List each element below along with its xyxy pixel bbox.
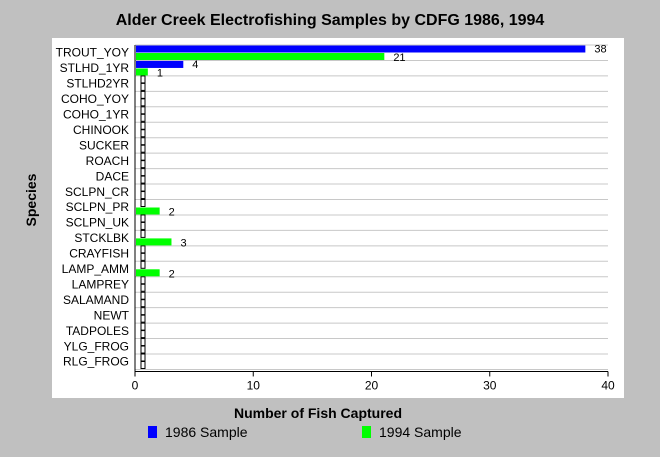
- bar-1994: [136, 238, 172, 246]
- zero-bar-1986: [140, 322, 146, 331]
- category-label: ROACH: [86, 154, 129, 168]
- legend-item-1994: 1994 Sample: [362, 424, 462, 440]
- data-label: 4: [192, 59, 198, 71]
- zero-bar-1986: [140, 214, 146, 223]
- category-label: SCLPN_PR: [66, 200, 130, 214]
- x-tick-label: 40: [601, 378, 615, 392]
- legend-swatch-1986: [148, 426, 157, 438]
- x-tick-label: 20: [365, 378, 379, 392]
- category-label: DACE: [96, 169, 129, 183]
- category-label: CHINOOK: [73, 123, 129, 137]
- zero-bar-1994: [140, 299, 146, 308]
- category-label: SALAMAND: [63, 293, 129, 307]
- data-label: 1: [157, 67, 163, 79]
- category-label: LAMP_AMM: [62, 262, 129, 276]
- zero-bar-1994: [140, 82, 146, 91]
- zero-bar-1986: [140, 183, 146, 192]
- chart-title: Alder Creek Electrofishing Samples by CD…: [115, 12, 545, 29]
- zero-bar-1994: [140, 129, 146, 138]
- x-tick-label: 30: [483, 378, 497, 392]
- category-label: SCLPN_UK: [66, 216, 129, 230]
- data-label: 21: [393, 52, 405, 64]
- bar-1986: [136, 60, 184, 68]
- y-axis-title: Species: [23, 173, 39, 226]
- category-label: CRAYFISH: [69, 247, 129, 261]
- bar-1986: [136, 45, 586, 53]
- zero-bar-1994: [140, 314, 146, 323]
- bar-1994: [136, 269, 160, 277]
- zero-bar-1994: [140, 361, 146, 369]
- legend-label-1986: 1986 Sample: [165, 424, 248, 440]
- zero-bar-1986: [140, 338, 146, 347]
- labels-layer: 0 10 20 30 40TROUT_YOYSTLHD_1YRSTLHD2YRCOHO_…: [56, 44, 615, 393]
- legend-item-1986: 1986 Sample: [148, 424, 248, 440]
- category-label: RLG_FROG: [63, 355, 129, 369]
- zero-bar-1986: [140, 121, 146, 130]
- category-label: NEWT: [94, 308, 130, 322]
- zero-bar-1994: [140, 221, 146, 230]
- zero-bar-1994: [140, 330, 146, 339]
- zero-bar-1986: [140, 229, 146, 238]
- zero-bar-1994: [140, 98, 146, 107]
- zero-bar-1986: [140, 152, 146, 161]
- category-label: TADPOLES: [66, 324, 129, 338]
- data-label: 2: [169, 207, 175, 219]
- zero-bar-1986: [140, 307, 146, 316]
- category-label: COHO_1YR: [63, 108, 129, 122]
- category-label: SUCKER: [79, 138, 129, 152]
- category-label: STCKLBK: [74, 231, 129, 245]
- zero-bar-1994: [140, 175, 146, 184]
- zero-bar-1994: [140, 144, 146, 153]
- zero-bar-1986: [140, 260, 146, 269]
- zero-bar-1986: [140, 75, 146, 84]
- zero-bar-1986: [140, 291, 146, 300]
- x-tick-label: 0: [132, 378, 139, 392]
- zero-bar-1986: [140, 199, 146, 207]
- zero-bar-1994: [140, 191, 146, 200]
- bar-1994: [136, 68, 148, 76]
- grid-layer: [134, 44, 609, 377]
- zero-bar-1994: [140, 345, 146, 354]
- legend-swatch-1994: [362, 426, 371, 438]
- zero-bar-1986: [140, 276, 146, 285]
- zero-bar-1986: [140, 90, 146, 99]
- category-label: SCLPN_CR: [65, 185, 129, 199]
- x-axis-title: Number of Fish Captured: [234, 405, 402, 421]
- bar-1994: [136, 207, 160, 215]
- category-label: STLHD2YR: [66, 77, 129, 91]
- bar-1994: [136, 53, 385, 60]
- plot-panel: [52, 38, 624, 398]
- zero-bar-1986: [140, 245, 146, 254]
- category-label: YLG_FROG: [64, 339, 129, 353]
- x-tick-label: 10: [247, 378, 261, 392]
- zero-bar-1986: [140, 137, 146, 146]
- category-label: COHO_YOY: [61, 92, 129, 106]
- data-label: 38: [594, 44, 606, 56]
- category-label: LAMPREY: [72, 277, 129, 291]
- zero-bar-1986: [140, 353, 146, 362]
- legend-label-1994: 1994 Sample: [379, 424, 462, 440]
- zero-bar-1994: [140, 113, 146, 122]
- bars-layer: [136, 45, 586, 369]
- data-label: 3: [180, 237, 186, 249]
- category-label: STLHD_1YR: [60, 61, 130, 75]
- zero-bar-1994: [140, 160, 146, 169]
- data-label: 2: [169, 268, 175, 280]
- zero-bar-1986: [140, 168, 146, 177]
- zero-bar-1994: [140, 252, 146, 261]
- zero-bar-1986: [140, 106, 146, 115]
- zero-bar-1994: [140, 283, 146, 292]
- category-label: TROUT_YOY: [56, 46, 129, 60]
